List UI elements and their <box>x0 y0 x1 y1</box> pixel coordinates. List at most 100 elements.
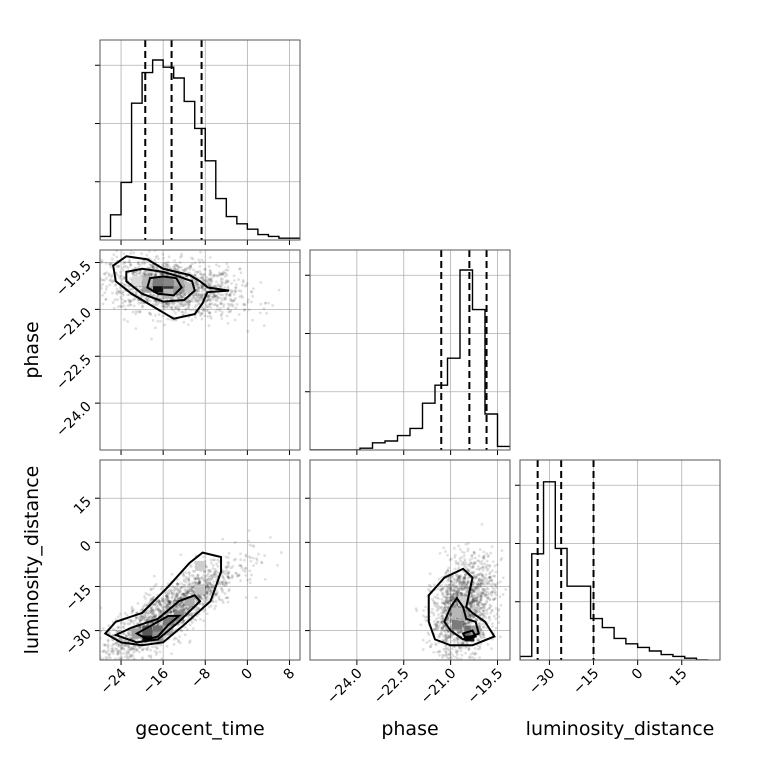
sample-point <box>206 277 210 281</box>
sample-point <box>115 265 119 268</box>
sample-point <box>205 584 208 588</box>
sample-point <box>456 561 460 565</box>
sample-point <box>197 310 201 314</box>
sample-point <box>251 318 254 322</box>
sample-point <box>481 565 485 569</box>
sample-point <box>463 564 466 567</box>
sample-point <box>446 639 449 643</box>
sample-point <box>474 609 478 613</box>
sample-point <box>162 308 166 311</box>
sample-point <box>146 612 150 616</box>
sample-point <box>449 586 453 589</box>
sample-point <box>449 599 453 602</box>
sample-point <box>129 299 133 303</box>
sample-point <box>476 596 480 599</box>
sample-point <box>108 631 112 634</box>
sample-point <box>209 558 213 562</box>
sample-point <box>128 654 132 658</box>
sample-point <box>172 643 176 646</box>
sample-point <box>468 613 472 616</box>
sample-point <box>201 602 205 606</box>
sample-point <box>125 613 129 617</box>
sample-point <box>198 286 202 290</box>
sample-point <box>182 608 186 612</box>
sample-point <box>191 257 195 261</box>
sample-point <box>214 594 217 598</box>
sample-point <box>229 299 233 302</box>
sample-point <box>150 265 153 269</box>
sample-point <box>468 615 472 619</box>
sample-point <box>234 286 238 290</box>
sample-point <box>140 617 144 620</box>
sample-point <box>170 307 174 311</box>
sample-point <box>178 635 182 638</box>
sample-point <box>187 572 191 575</box>
sample-point <box>249 289 253 293</box>
sample-point <box>489 578 493 582</box>
sample-point <box>482 589 486 593</box>
sample-point <box>136 626 140 630</box>
sample-point <box>100 629 103 633</box>
sample-point <box>453 589 457 593</box>
sample-point <box>129 262 132 266</box>
sample-point <box>128 300 131 304</box>
sample-point <box>173 599 177 603</box>
sample-point <box>183 583 187 587</box>
sample-point <box>185 606 188 610</box>
sample-point <box>149 272 152 276</box>
sample-point <box>436 624 440 628</box>
sample-point <box>156 622 160 626</box>
sample-point <box>102 663 105 666</box>
sample-point <box>449 589 453 593</box>
sample-point <box>446 636 450 640</box>
sample-point <box>215 575 218 579</box>
sample-point <box>151 645 154 649</box>
sample-point <box>174 295 178 299</box>
sample-point <box>170 595 174 599</box>
x-tick-label-geocent_time: −24 <box>98 665 130 697</box>
sample-point <box>226 563 230 567</box>
sample-point <box>193 261 197 265</box>
sample-point <box>454 604 458 608</box>
sample-point <box>120 297 124 301</box>
sample-point <box>200 290 204 293</box>
sample-point <box>227 570 231 574</box>
sample-point <box>472 656 476 660</box>
sample-point <box>176 591 179 595</box>
sample-point <box>181 604 184 608</box>
sample-point <box>200 286 204 289</box>
sample-point <box>121 652 125 655</box>
sample-point <box>468 613 472 617</box>
sample-point <box>221 293 225 297</box>
sample-point <box>158 601 162 605</box>
sample-point <box>468 564 472 567</box>
sample-point <box>488 564 492 567</box>
sample-point <box>164 302 168 306</box>
sample-point <box>153 258 156 262</box>
sample-point <box>218 309 222 313</box>
sample-point <box>129 303 133 307</box>
sample-point <box>198 296 202 300</box>
sample-point <box>106 644 110 648</box>
sample-point <box>179 589 182 593</box>
sample-point <box>468 615 472 619</box>
sample-point <box>212 572 216 576</box>
sample-point <box>444 650 448 654</box>
sample-point <box>467 648 471 652</box>
sample-point <box>159 271 162 275</box>
sample-point <box>432 599 435 603</box>
sample-point <box>483 612 487 615</box>
sample-point <box>225 273 229 277</box>
sample-point <box>467 568 471 572</box>
sample-point <box>208 268 212 272</box>
sample-point <box>166 603 170 607</box>
sample-point <box>183 618 187 622</box>
sample-point <box>136 298 140 302</box>
sample-point <box>221 310 224 314</box>
sample-point <box>255 557 259 560</box>
sample-point <box>471 556 474 560</box>
sample-point <box>159 603 163 607</box>
sample-point <box>468 662 471 665</box>
sample-point <box>464 542 468 546</box>
sample-point <box>197 606 201 610</box>
